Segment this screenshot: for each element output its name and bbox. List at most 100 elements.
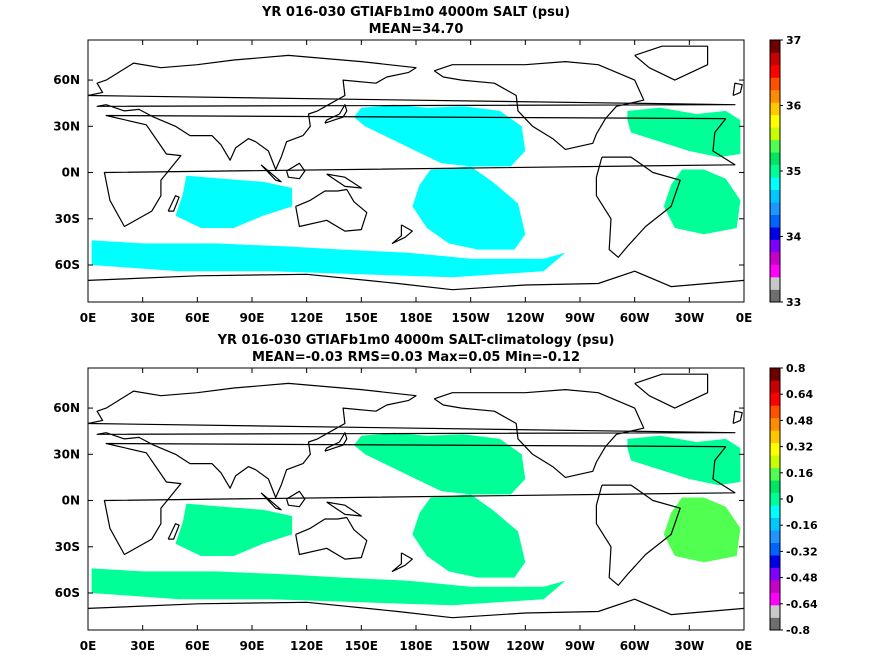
x-tick-label: 120W (506, 311, 544, 325)
colorbar-swatch (770, 617, 780, 631)
region-indian-ocean (175, 175, 293, 228)
colorbar-tick-label: 0 (786, 493, 794, 506)
coastline (286, 490, 306, 508)
region-s-pacific (412, 494, 526, 578)
coastline (732, 82, 743, 97)
y-tick-label: 60N (53, 401, 80, 415)
colorbar-swatch (770, 555, 780, 568)
coastline (433, 389, 645, 478)
region-s-atlantic (663, 169, 741, 235)
colorbar-tick-label: -0.32 (786, 545, 818, 558)
x-tick-label: 60W (620, 311, 650, 325)
x-tick-label: 0E (80, 639, 97, 653)
colorbar-swatch (770, 492, 780, 506)
x-tick-label: 150W (452, 639, 490, 653)
coastline (167, 195, 180, 212)
colorbar-swatch (770, 405, 780, 419)
coastline (326, 501, 362, 517)
colorbar-swatch (770, 605, 780, 618)
colorbar-tick-label: 0.16 (786, 467, 813, 480)
x-tick-label: 0E (736, 639, 753, 653)
y-tick-label: 60S (55, 258, 80, 272)
x-tick-label: 120W (506, 639, 544, 653)
x-tick-label: 120E (290, 639, 323, 653)
x-tick-label: 90E (240, 639, 265, 653)
colorbar-swatch (770, 139, 780, 153)
map-plot: 0E 30E 60E 90E 120E 150E 180E 150W 120W 90W 60W 30W… (53, 39, 753, 325)
colorbar-swatch (770, 89, 780, 103)
y-tick-label: 30N (53, 447, 80, 461)
coastline (88, 382, 736, 499)
x-tick-label: 30E (130, 311, 155, 325)
chart-subtitle: MEAN=-0.03 RMS=0.03 Max=0.05 Min=-0.12 (252, 350, 580, 365)
colorbar-tick-label: 34 (786, 231, 802, 244)
x-tick-label: 180E (399, 311, 432, 325)
colorbar-swatch (770, 517, 780, 531)
colorbar-swatch (770, 127, 780, 141)
x-tick-label: 30W (674, 639, 704, 653)
x-tick-label: 0E (736, 311, 753, 325)
coastline (433, 61, 645, 150)
colorbar-swatch (770, 580, 780, 593)
coastline (88, 598, 744, 619)
region-s-pacific (412, 166, 526, 250)
coastline (88, 54, 736, 171)
x-tick-label: 60W (620, 639, 650, 653)
coastline (324, 104, 348, 124)
colorbar-swatch (770, 64, 780, 78)
panel-salt-anomaly: YR 016-030 GTIAFb1m0 4000m SALT-climatol… (53, 333, 818, 653)
coastline (260, 492, 282, 511)
coastline (167, 523, 180, 540)
colorbar-tick-label: 0.8 (786, 362, 806, 375)
x-tick-label: 180E (399, 639, 432, 653)
coastline (634, 373, 709, 409)
colorbar-swatch (770, 380, 780, 394)
region-southern-ocean (91, 568, 566, 606)
colorbar-swatch (770, 455, 780, 469)
colorbar-tick-label: -0.64 (786, 598, 818, 611)
colorbar: -0.8 -0.64 -0.48 -0.32 -0.16 0 0.16 0.32 0.48 0.6… (769, 362, 818, 637)
y-tick-label: 30S (55, 212, 80, 226)
x-tick-label: 120E (290, 311, 323, 325)
coastline (732, 410, 743, 425)
region-southern-ocean (91, 240, 566, 278)
colorbar-swatch (770, 530, 780, 543)
region-n-pacific (354, 104, 526, 167)
coastline (324, 432, 348, 452)
colorbar-swatch (770, 567, 780, 581)
coastline (103, 114, 736, 228)
colorbar-swatch (770, 52, 780, 66)
colorbar-tick-label: -0.48 (786, 572, 818, 585)
x-tick-label: 60E (185, 639, 210, 653)
coastline (595, 156, 681, 258)
y-tick-label: 0N (62, 494, 80, 508)
coastline (326, 173, 362, 189)
colorbar-swatch (770, 227, 780, 240)
y-tick-label: 30N (53, 119, 80, 133)
colorbar-tick-label: 36 (786, 100, 802, 113)
colorbar-swatch (770, 77, 780, 91)
coastline (88, 270, 744, 291)
x-tick-label: 150W (452, 311, 490, 325)
x-tick-label: 30W (674, 311, 704, 325)
colorbar-swatch (770, 152, 780, 166)
y-tick-label: 60N (53, 73, 80, 87)
x-tick-label: 90E (240, 311, 265, 325)
colorbar-swatch (770, 264, 780, 278)
coastline (391, 552, 413, 572)
map-plot: 0E 30E 60E 90E 120E 150E 180E 150W 120W 90W 60W 30W… (53, 367, 753, 653)
x-tick-label: 0E (80, 311, 97, 325)
coastline (295, 188, 368, 232)
y-tick-label: 30S (55, 540, 80, 554)
coastline (286, 162, 306, 180)
colorbar-swatch (770, 114, 780, 128)
x-tick-label: 90W (565, 639, 595, 653)
x-tick-label: 30E (130, 639, 155, 653)
colorbar-swatch (770, 40, 780, 53)
y-tick-label: 0N (62, 166, 80, 180)
colorbar-swatch (770, 430, 780, 444)
colorbar-tick-label: 0.32 (786, 441, 813, 454)
colorbar-swatch (770, 289, 780, 303)
colorbar-swatch (770, 392, 780, 406)
